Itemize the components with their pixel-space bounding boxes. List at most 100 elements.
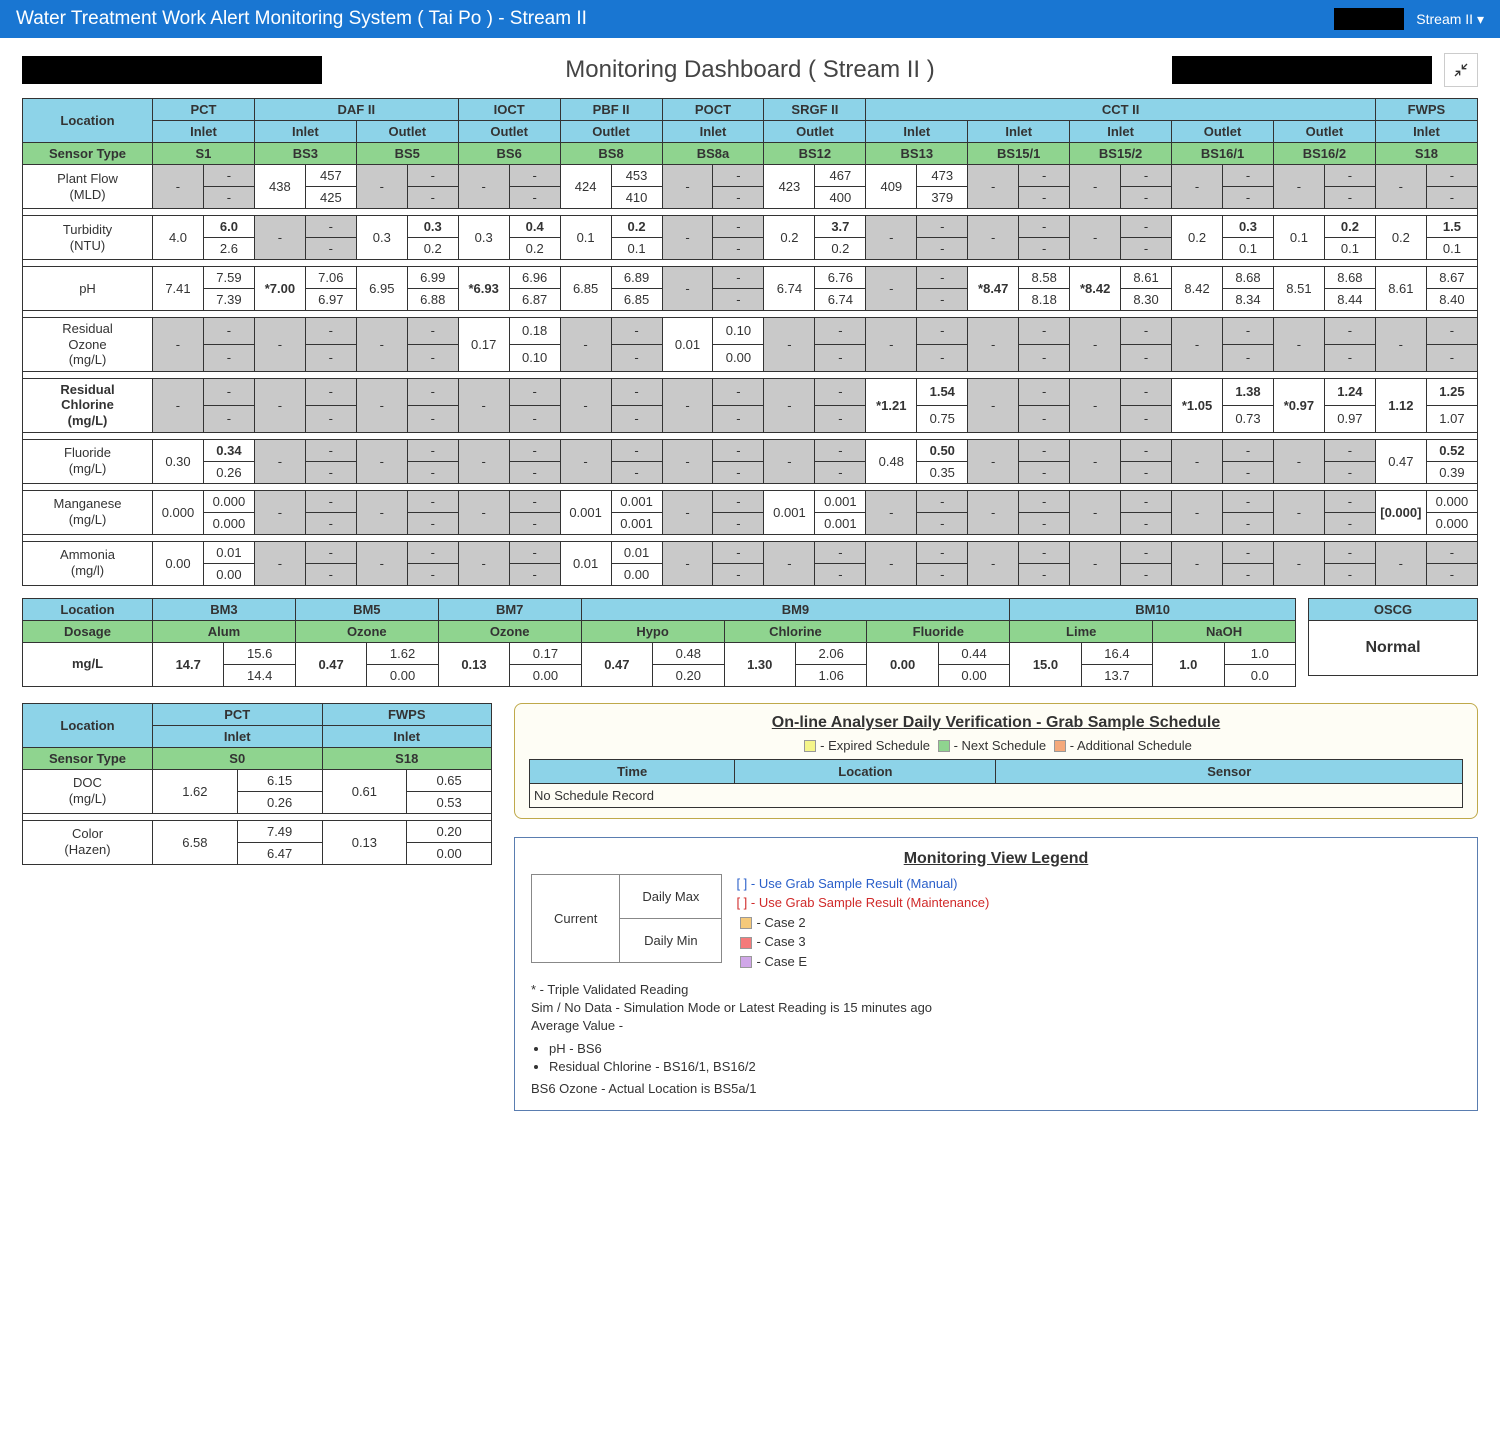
dosage-header: Dosage [23,620,153,642]
max-value: 7.59 [203,267,254,289]
max-value: 6.76 [815,267,866,289]
current-value: 0.000 [153,490,204,534]
min-value: 0.35 [917,461,968,483]
current-value: 0.3 [458,216,509,260]
max-value: - [1223,490,1274,512]
min-value: 0.97 [1324,405,1375,432]
stream-dropdown[interactable]: Stream II ▾ [1416,11,1484,28]
min-value: - [509,563,560,585]
small-param-label: DOC(mg/L) [23,769,153,813]
min-value: 0.73 [1223,405,1274,432]
param-label: Turbidity(NTU) [23,216,153,260]
max-value: 0.3 [1223,216,1274,238]
max-value: 8.67 [1426,267,1477,289]
min-value: - [917,512,968,534]
small-sensor: S0 [153,747,323,769]
current-value: 0.3 [356,216,407,260]
current-value: - [1273,165,1324,209]
current-value: 0.1 [1273,216,1324,260]
max-value: - [815,318,866,345]
small-max: 0.65 [407,769,492,791]
max-value: 457 [305,165,356,187]
dosage-current: 0.47 [295,642,366,686]
min-value: 8.30 [1121,289,1172,311]
current-value: 6.95 [356,267,407,311]
current-value: - [254,318,305,372]
current-value: 0.2 [1375,216,1426,260]
min-value: 8.18 [1019,289,1070,311]
max-value: - [713,439,764,461]
sensor-header: S1 [153,143,255,165]
dosage-current: 0.00 [867,642,938,686]
group-header: FWPS [1375,99,1477,121]
dosage-table: LocationBM3BM5BM7BM9BM10DosageAlumOzoneO… [22,598,1296,687]
current-value: 423 [764,165,815,209]
max-value: 0.000 [203,490,254,512]
min-value: 8.44 [1324,289,1375,311]
param-label: Plant Flow(MLD) [23,165,153,209]
sensor-header: BS3 [254,143,356,165]
sensor-header: BS15/2 [1070,143,1172,165]
max-value: - [713,541,764,563]
max-value: 0.2 [611,216,662,238]
current-value: 0.2 [764,216,815,260]
current-value: - [1375,541,1426,585]
flow-header: Outlet [458,121,560,143]
min-value: 6.97 [305,289,356,311]
max-value: - [509,378,560,405]
max-value: 0.001 [815,490,866,512]
min-value: - [509,187,560,209]
max-value: - [1121,541,1172,563]
schedule-empty: No Schedule Record [530,783,1463,807]
small-min: 0.00 [407,842,492,864]
min-value: - [917,344,968,371]
max-value: - [407,541,458,563]
max-value: - [611,378,662,405]
current-value: - [1070,439,1121,483]
min-value: - [305,344,356,371]
min-value: 6.88 [407,289,458,311]
small-group: PCT [153,703,323,725]
min-value: - [713,187,764,209]
max-value: - [305,490,356,512]
max-value: - [713,490,764,512]
app-title: Water Treatment Work Alert Monitoring Sy… [16,8,587,30]
current-value: *1.05 [1172,378,1223,432]
max-value: - [203,378,254,405]
current-value: - [458,490,509,534]
min-value: - [407,563,458,585]
schedule-table: TimeLocationSensorNo Schedule Record [529,759,1463,808]
flow-header: Outlet [1172,121,1274,143]
dosage-min: 14.4 [224,664,295,686]
min-value: - [1121,512,1172,534]
group-header: CCT II [866,99,1376,121]
max-value: - [1324,541,1375,563]
min-value: - [1121,563,1172,585]
dosage-min: 1.06 [795,664,866,686]
current-value: 4.0 [153,216,204,260]
dosage-max: 1.0 [1224,642,1295,664]
current-value: - [662,490,713,534]
max-value: - [1324,165,1375,187]
min-value: - [509,405,560,432]
max-value: - [713,378,764,405]
min-value: - [305,238,356,260]
min-value: - [1121,344,1172,371]
min-value: - [713,405,764,432]
min-value: 6.87 [509,289,560,311]
min-value: - [305,563,356,585]
collapse-button[interactable] [1444,53,1478,87]
chemical-header: Alum [153,620,296,642]
legend-list: [ ] - Use Grab Sample Result (Manual)[ ]… [736,874,989,972]
legend-item: - Case 3 [756,934,805,949]
dosage-location: BM3 [153,598,296,620]
max-value: - [407,318,458,345]
max-value: - [1324,490,1375,512]
max-value: - [1223,541,1274,563]
current-value: - [153,318,204,372]
max-value: - [1019,165,1070,187]
current-value: 8.42 [1172,267,1223,311]
sensor-header: BS16/1 [1172,143,1274,165]
min-value: 8.34 [1223,289,1274,311]
small-group: FWPS [322,703,492,725]
